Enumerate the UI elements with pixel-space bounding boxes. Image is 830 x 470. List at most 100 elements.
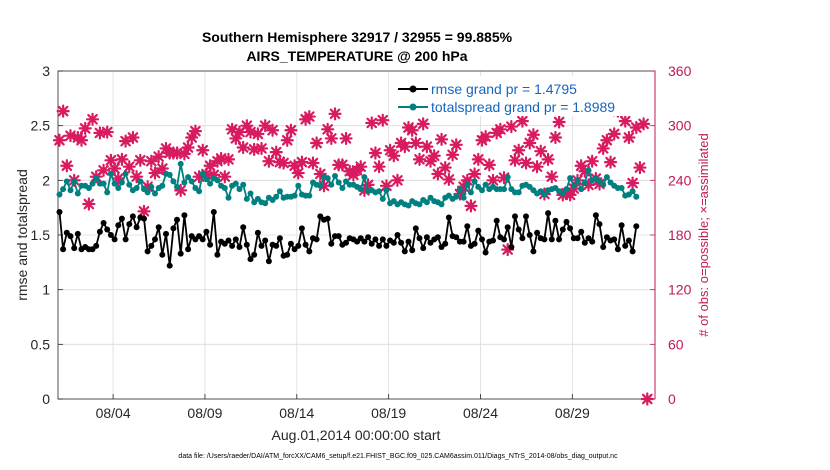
rmse-point [107,232,114,238]
spread-point [357,186,364,193]
obs-count-marker [225,122,239,136]
rmse-point [229,242,236,249]
obs-count-marker [438,160,452,175]
rmse-point [313,236,320,243]
spread-point [159,182,166,189]
obs-count-marker [405,123,419,137]
spread-point [262,200,269,207]
obs-count-marker [240,119,254,133]
rmse-point [159,251,166,258]
rmse-point [534,229,541,236]
obs-count-marker [574,159,588,173]
spread-point [56,191,63,198]
y-tick-label: 0 [42,391,50,407]
rmse-point [129,213,136,220]
x-tick-label: 08/29 [555,405,590,421]
rmse-point [394,232,401,238]
rmse-point [600,244,607,250]
obs-count-marker [310,136,324,150]
obs-count-marker [170,146,184,160]
spread-point [361,174,368,181]
obs-count-marker [251,127,265,141]
obs-count-marker [324,131,338,146]
obs-count-marker [497,171,511,185]
spread-point [74,190,81,197]
obs-count-marker [585,154,599,168]
spread-point [471,178,478,185]
spread-point [240,181,247,188]
rmse-point [618,222,625,229]
spread-point [504,174,511,181]
rmse-point [199,236,206,243]
rmse-point [368,240,375,247]
obs-count-marker [354,160,368,174]
rmse-point [464,223,471,230]
y2-tick-label: 0 [668,391,676,407]
obs-count-marker [368,146,383,160]
y2-tick-label: 180 [668,227,692,243]
obs-count-marker [625,176,640,190]
rmse-point [225,237,232,244]
obs-count-marker [229,131,243,146]
obs-count-marker [148,166,162,180]
obs-count-marker [339,131,353,146]
rmse-point [471,240,478,247]
obs-count-marker [313,167,327,181]
rmse-point [614,246,621,253]
rmse-point [177,250,184,257]
spread-point [273,193,280,200]
spread-point [107,170,114,177]
spread-point [236,186,243,193]
spread-point [221,185,228,191]
rmse-point [567,225,574,232]
rmse-point [166,262,173,269]
obs-count-marker [284,123,298,137]
obs-count-marker [291,166,305,180]
y2-tick-label: 360 [668,63,692,79]
obs-count-marker [640,392,654,406]
rmse-point [236,244,243,250]
rmse-point [629,248,636,255]
spread-point [578,186,585,193]
spread-point [89,180,96,187]
x-tick-label: 08/09 [187,405,222,421]
rmse-point [100,220,107,226]
obs-count-marker [398,140,412,154]
obs-count-marker [302,109,316,124]
rmse-point [592,212,599,219]
spread-point [71,178,78,185]
rmse-point [574,235,581,242]
obs-count-marker [603,155,618,169]
obs-count-marker [423,154,438,168]
rmse-point [111,236,118,243]
spread-point [247,190,254,197]
obs-count-marker [504,119,518,134]
obs-count-marker [232,125,247,139]
obs-count-marker [188,124,203,138]
rmse-point [512,213,518,220]
spread-point [133,185,140,191]
obs-count-marker [214,151,228,166]
rmse-point [611,236,618,243]
obs-count-marker [85,112,100,126]
obs-count-marker [254,141,269,156]
obs-count-marker [56,104,70,118]
rmse-point [170,225,177,232]
spread-point [633,193,640,200]
obs-count-marker [236,140,250,155]
obs-count-marker [523,136,537,150]
spread-point [629,188,636,195]
obs-count-marker [295,155,309,169]
obs-count-marker [633,160,647,175]
obs-count-marker [335,158,349,172]
x-tick-label: 08/14 [279,405,314,421]
obs-count-marker [486,173,500,187]
rmse-point [273,242,280,249]
obs-count-marker [218,170,232,184]
obs-count-marker [52,133,67,147]
x-axis-label: Aug.01,2014 00:00:00 start [272,427,441,443]
rmse-point [265,258,272,265]
spread-point [618,185,625,191]
obs-count-marker [376,113,390,127]
